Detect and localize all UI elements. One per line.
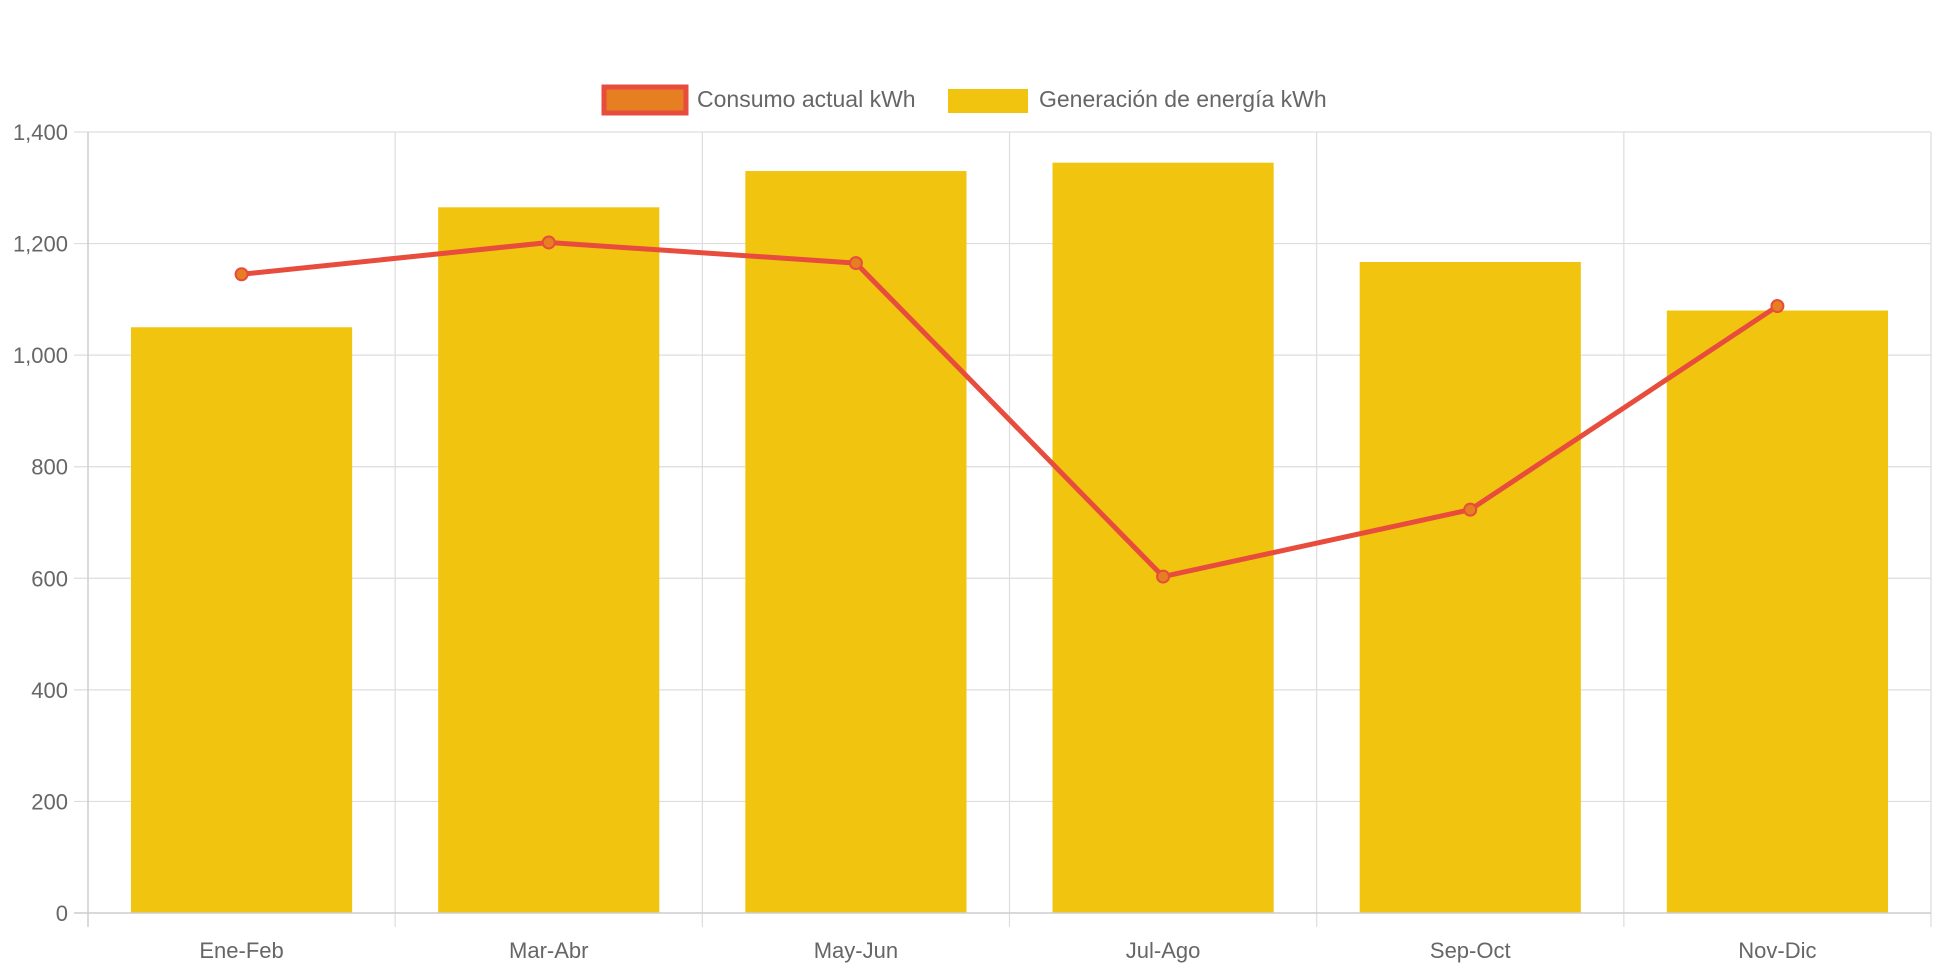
point-nov-dic[interactable] [1770,299,1785,314]
bar-series-generacion [131,162,1888,914]
axes: 0 200 400 600 800 1,000 1,200 1,400 Ene-Feb Mar-A… [13,120,1931,963]
y-tick-label: 800 [31,455,68,480]
legend-swatch-consumo [601,84,689,116]
grid [74,131,1932,927]
x-tick-label: Ene-Feb [199,938,283,963]
point-sep-oct[interactable] [1463,502,1478,517]
bar-ene-feb[interactable] [131,327,353,913]
bar-mar-abr[interactable] [438,207,660,913]
y-tick-label: 400 [31,678,68,703]
line-series-consumo [234,235,1785,584]
legend-label-consumo: Consumo actual kWh [697,86,916,112]
legend-item-generacion[interactable]: Generación de energía kWh [948,86,1327,113]
x-tick-label: Mar-Abr [509,938,588,963]
bar-jul-ago[interactable] [1052,162,1274,914]
y-tick-label: 1,000 [13,343,68,368]
legend-item-consumo[interactable]: Consumo actual kWh [601,84,916,116]
x-tick-label: Nov-Dic [1738,938,1816,963]
bar-may-jun[interactable] [745,171,967,914]
consumo-line [241,239,1779,580]
y-tick-label: 1,400 [13,120,68,145]
bar-sep-oct[interactable] [1359,261,1581,913]
x-tick-label: Jul-Ago [1126,938,1201,963]
bar-nov-dic[interactable] [1666,310,1888,913]
y-tick-label: 600 [31,566,68,591]
y-tick-label: 0 [56,901,68,926]
legend-label-generacion: Generación de energía kWh [1039,86,1327,112]
point-jul-ago[interactable] [1156,569,1171,584]
point-may-jun[interactable] [848,256,863,271]
x-tick-label: May-Jun [814,938,898,963]
legend[interactable]: Consumo actual kWh Generación de energía… [601,84,1327,116]
point-mar-abr[interactable] [541,235,556,250]
legend-swatch-generacion [948,89,1028,113]
y-tick-label: 1,200 [13,232,68,257]
y-tick-label: 200 [31,789,68,814]
x-tick-label: Sep-Oct [1430,938,1511,963]
point-ene-feb[interactable] [234,267,249,282]
